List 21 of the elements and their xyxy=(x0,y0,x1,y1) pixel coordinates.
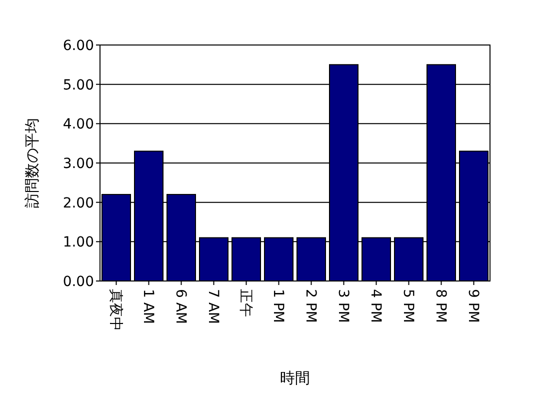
y-tick-label: 6.00 xyxy=(62,38,94,54)
x-tick-label: 正午 xyxy=(237,289,254,317)
x-tick-label: 6 AM xyxy=(172,289,188,324)
y-tick-label: 0.00 xyxy=(62,274,94,290)
x-tick-label: 3 PM xyxy=(334,289,351,323)
y-tick-label: 3.00 xyxy=(62,156,94,172)
y-tick-label: 4.00 xyxy=(62,116,94,133)
x-tick-label: 2 PM xyxy=(302,289,318,323)
x-tick-label: 4 PM xyxy=(367,289,384,323)
x-tick-label: 9 PM xyxy=(464,289,481,323)
x-tick-label: 1 PM xyxy=(270,289,286,323)
x-tick-label: 1 AM xyxy=(140,289,156,324)
x-tick-label: 8 PM xyxy=(432,289,448,323)
y-tick-label: 5.00 xyxy=(62,77,94,94)
x-tick-label: 5 PM xyxy=(400,289,416,323)
y-tick-label: 1.00 xyxy=(62,234,94,251)
y-axis-title: 訪問数の平均 xyxy=(23,118,41,208)
x-axis-title: 時間 xyxy=(280,369,310,387)
x-tick-label: 真夜中 xyxy=(107,289,124,331)
x-tick-label: 7 AM xyxy=(204,289,221,324)
y-tick-label: 2.00 xyxy=(62,195,94,212)
